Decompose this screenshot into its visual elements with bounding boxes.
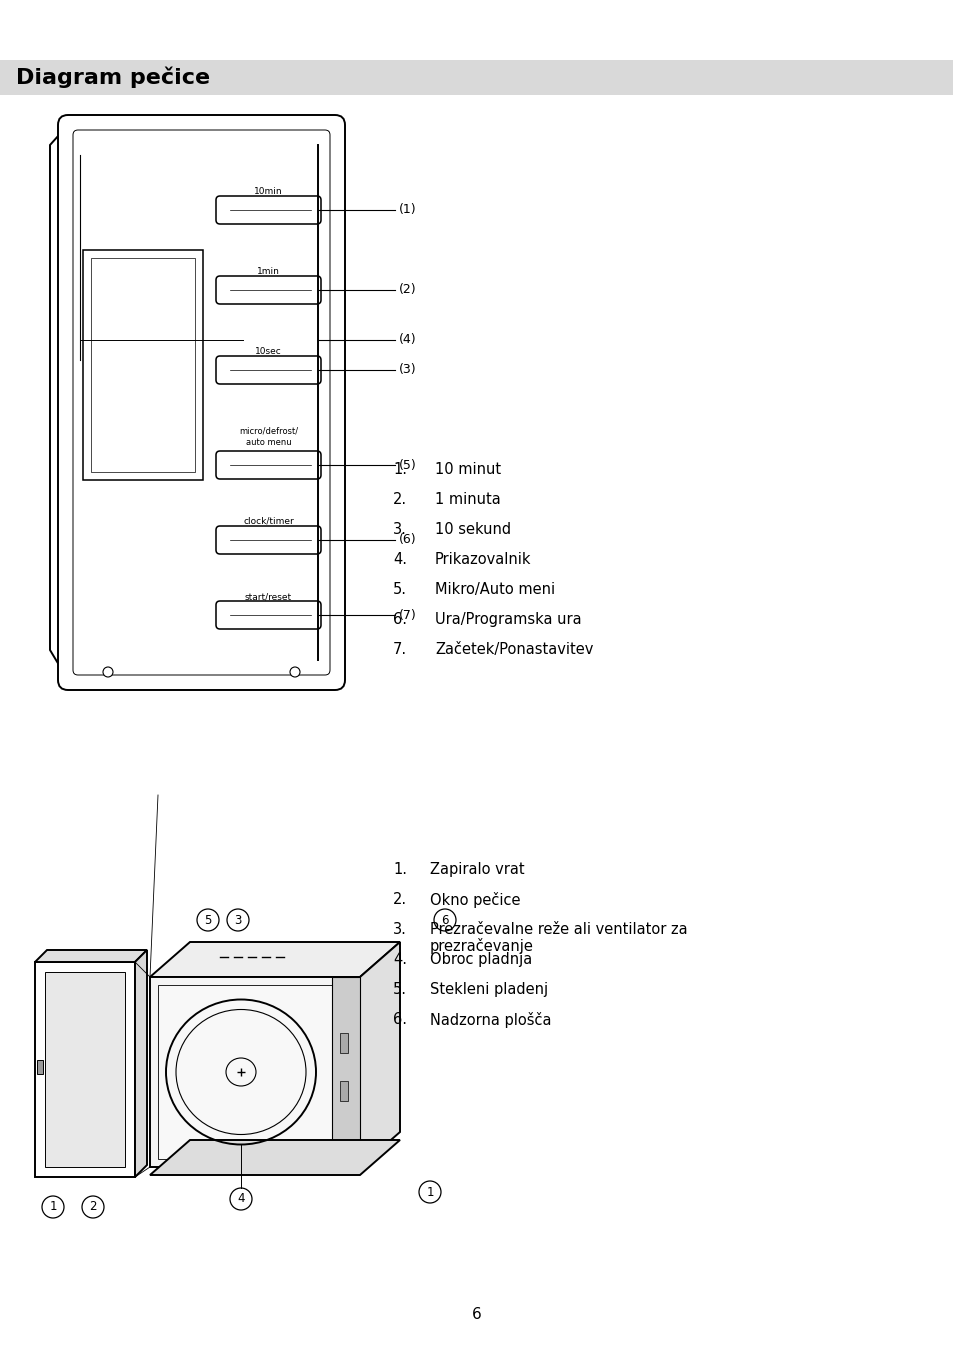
Text: 1.: 1. — [393, 863, 407, 877]
Bar — [150, 977, 359, 1167]
Text: Obroc pladnja: Obroc pladnja — [430, 952, 532, 967]
Text: Zapiralo vrat: Zapiralo vrat — [430, 863, 524, 877]
Text: 10 minut: 10 minut — [435, 462, 500, 477]
Text: Ura/Programska ura: Ura/Programska ura — [435, 612, 581, 627]
Text: 3: 3 — [234, 914, 241, 926]
Text: 10 sekund: 10 sekund — [435, 522, 511, 537]
Bar — [158, 986, 352, 1159]
FancyBboxPatch shape — [215, 452, 320, 479]
Bar — [45, 972, 125, 1167]
FancyBboxPatch shape — [58, 115, 345, 690]
Text: 4.: 4. — [393, 952, 407, 967]
Text: prezračevanje: prezračevanje — [430, 938, 534, 955]
Text: 5: 5 — [204, 914, 212, 926]
Text: Prikazovalnik: Prikazovalnik — [435, 552, 531, 566]
Text: 7.: 7. — [393, 642, 407, 657]
Polygon shape — [359, 942, 399, 1167]
Text: 3.: 3. — [393, 522, 406, 537]
Text: Začetek/Ponastavitev: Začetek/Ponastavitev — [435, 642, 593, 657]
Text: 4: 4 — [237, 1192, 245, 1206]
Text: Stekleni pladenj: Stekleni pladenj — [430, 982, 548, 996]
FancyBboxPatch shape — [215, 526, 320, 554]
Bar — [339, 1080, 348, 1101]
Circle shape — [290, 667, 299, 677]
FancyBboxPatch shape — [73, 130, 330, 675]
Text: Diagram pečice: Diagram pečice — [16, 66, 210, 88]
Text: 6: 6 — [441, 914, 448, 926]
Bar — [37, 1060, 43, 1073]
Text: start/reset: start/reset — [245, 592, 292, 602]
Text: 10min: 10min — [253, 187, 282, 196]
Text: (3): (3) — [398, 364, 416, 376]
Text: 2.: 2. — [393, 892, 407, 907]
Polygon shape — [150, 1140, 399, 1175]
FancyBboxPatch shape — [215, 356, 320, 384]
Text: 10sec: 10sec — [254, 347, 281, 356]
Text: 5.: 5. — [393, 982, 407, 996]
Text: Prezračevalne reže ali ventilator za: Prezračevalne reže ali ventilator za — [430, 922, 687, 937]
Text: micro/defrost/: micro/defrost/ — [238, 426, 297, 435]
FancyBboxPatch shape — [215, 276, 320, 304]
Text: 1 minuta: 1 minuta — [435, 492, 500, 507]
Text: auto menu: auto menu — [246, 438, 291, 448]
Polygon shape — [35, 950, 147, 963]
Text: (7): (7) — [398, 608, 416, 622]
Text: 5.: 5. — [393, 581, 407, 598]
Text: 1: 1 — [50, 1201, 56, 1214]
Text: 1.: 1. — [393, 462, 407, 477]
Bar — [332, 977, 359, 1167]
Text: clock/timer: clock/timer — [243, 516, 294, 526]
Polygon shape — [150, 942, 399, 977]
Text: 2.: 2. — [393, 492, 407, 507]
Text: Okno pečice: Okno pečice — [430, 892, 520, 909]
Text: 6.: 6. — [393, 1013, 407, 1028]
Bar — [0, 59, 953, 95]
Text: (1): (1) — [398, 204, 416, 216]
Text: 1min: 1min — [256, 266, 279, 276]
Text: 2: 2 — [90, 1201, 96, 1214]
Text: (4): (4) — [398, 334, 416, 346]
Text: (2): (2) — [398, 284, 416, 296]
Circle shape — [103, 667, 112, 677]
Text: Nadzorna plošča: Nadzorna plošča — [430, 1013, 551, 1028]
Bar — [91, 258, 194, 472]
Text: 4.: 4. — [393, 552, 407, 566]
Text: 1: 1 — [426, 1186, 434, 1198]
Text: Mikro/Auto meni: Mikro/Auto meni — [435, 581, 555, 598]
Text: 6.: 6. — [393, 612, 407, 627]
Bar — [339, 1033, 348, 1053]
Text: (5): (5) — [398, 458, 416, 472]
Bar — [35, 963, 135, 1178]
Polygon shape — [50, 124, 68, 680]
Text: 6: 6 — [472, 1307, 481, 1322]
FancyBboxPatch shape — [215, 602, 320, 629]
Text: (6): (6) — [398, 534, 416, 546]
Text: 3.: 3. — [393, 922, 406, 937]
Bar — [83, 250, 203, 480]
FancyBboxPatch shape — [215, 196, 320, 224]
Polygon shape — [135, 950, 147, 1178]
